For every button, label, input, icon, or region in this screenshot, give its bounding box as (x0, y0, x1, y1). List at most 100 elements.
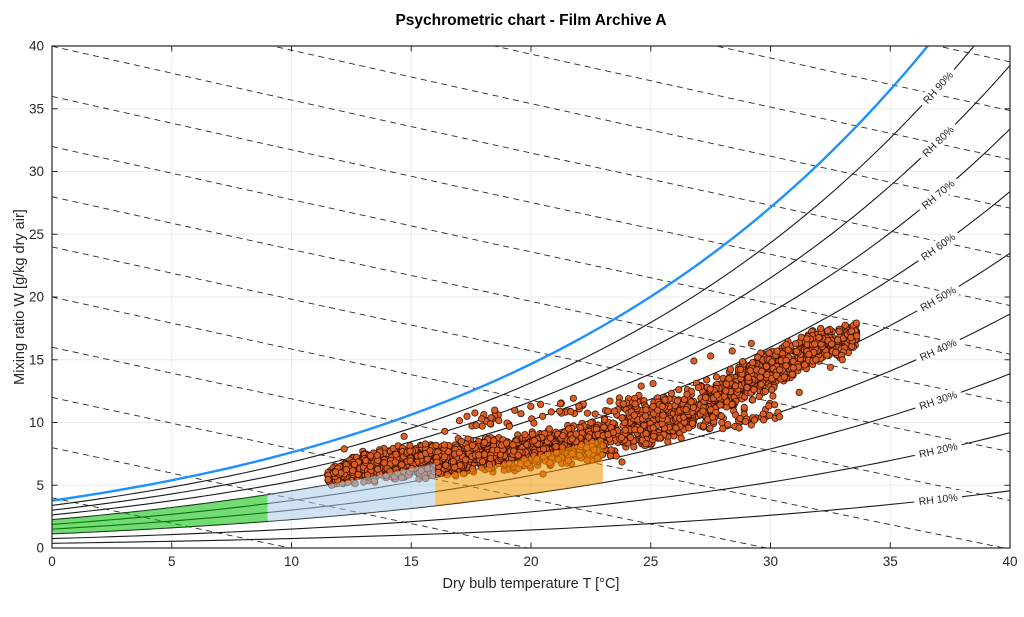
data-point (486, 454, 495, 462)
x-tick-label: 0 (48, 554, 56, 569)
rh-label-group: RH 70% (915, 173, 962, 216)
data-point (683, 390, 691, 398)
data-point (502, 439, 511, 447)
data-point (331, 468, 340, 476)
data-point (768, 358, 776, 366)
rh-label: RH 30% (918, 389, 959, 413)
data-point (658, 402, 666, 411)
data-point (789, 364, 797, 372)
room-storage-zone (435, 438, 603, 506)
cool-storage-zone (267, 463, 436, 522)
data-point (675, 386, 683, 394)
data-point (374, 465, 382, 473)
data-point (757, 380, 765, 388)
rh-label: RH 10% (918, 492, 958, 508)
data-point (350, 460, 358, 469)
data-point (812, 355, 820, 364)
data-point (772, 371, 780, 379)
data-point (591, 410, 599, 418)
x-tick-label: 30 (763, 554, 778, 569)
y-tick-label: 0 (36, 541, 44, 556)
data-point (713, 391, 721, 399)
data-point (682, 405, 690, 414)
data-point (432, 441, 440, 449)
data-point (731, 382, 740, 390)
data-point (342, 465, 350, 474)
enthalpy-line (52, 447, 531, 548)
data-point (471, 409, 479, 417)
rh-label-background (913, 438, 964, 463)
data-point (521, 430, 529, 439)
data-point (569, 394, 578, 402)
x-axis-label: Dry bulb temperature T [°C] (442, 576, 620, 592)
data-point (575, 402, 583, 410)
rh-curve-90 (52, 46, 975, 506)
data-point (771, 401, 779, 409)
data-point (362, 456, 370, 465)
data-point (650, 432, 658, 440)
data-point (441, 427, 449, 435)
x-tick-label: 25 (643, 554, 658, 569)
y-tick-label: 15 (29, 352, 44, 367)
rh-label-group: RH 60% (914, 227, 962, 267)
x-tick-label: 40 (1002, 554, 1017, 569)
data-point (811, 340, 819, 348)
data-point (480, 438, 489, 447)
data-point (530, 419, 538, 427)
data-point (545, 425, 553, 433)
data-point (487, 414, 495, 422)
data-point (406, 457, 414, 465)
data-point (495, 416, 503, 425)
data-point (726, 365, 735, 373)
data-point (585, 433, 593, 441)
x-tick-label: 35 (883, 554, 898, 569)
y-tick-label: 10 (29, 415, 44, 430)
data-point (841, 321, 849, 329)
data-point (694, 383, 703, 392)
data-point (763, 371, 771, 379)
y-tick-label: 25 (29, 227, 44, 242)
data-point (853, 332, 861, 340)
data-point (565, 425, 573, 433)
data-point (457, 437, 465, 445)
data-point (568, 435, 576, 443)
data-point (468, 441, 477, 449)
data-point (835, 327, 843, 335)
data-point (852, 319, 861, 327)
data-point (743, 383, 751, 392)
data-point (762, 362, 771, 370)
enthalpy-line (52, 296, 1010, 501)
data-point (738, 357, 747, 366)
rh-label-background (915, 173, 962, 216)
data-point (619, 400, 628, 408)
data-point (441, 453, 449, 461)
rh-label-group: RH 10% (913, 489, 963, 510)
plot-area: RH 10% RH 20% RH 30% RH 40% RH 50% RH 60% RH 7… (52, 46, 1010, 548)
data-point (780, 373, 788, 381)
rh-label-background (913, 489, 963, 510)
data-point (677, 434, 685, 442)
data-point (702, 393, 710, 402)
data-point (765, 402, 773, 410)
x-tick-label: 10 (284, 554, 299, 569)
rh-label: RH 70% (920, 178, 958, 212)
x-tick-label: 15 (404, 554, 419, 569)
data-point (641, 412, 650, 420)
rh-curve-20 (52, 432, 1010, 540)
data-point (480, 450, 489, 458)
enthalpy-line (52, 497, 293, 548)
data-point (736, 365, 745, 374)
rh-label: RH 60% (919, 231, 958, 263)
rh-label: RH 90% (921, 69, 956, 106)
data-point (744, 373, 752, 382)
rh-curve-10 (52, 490, 1010, 544)
data-point (706, 424, 714, 432)
data-point (442, 461, 450, 469)
data-point (827, 340, 836, 348)
rh-curve-labels: RH 10% RH 20% RH 30% RH 40% RH 50% RH 60% RH 7… (913, 65, 964, 510)
data-point (610, 407, 619, 415)
data-point (725, 375, 733, 383)
data-point (366, 462, 374, 470)
data-point (340, 445, 348, 453)
data-point (672, 424, 680, 432)
